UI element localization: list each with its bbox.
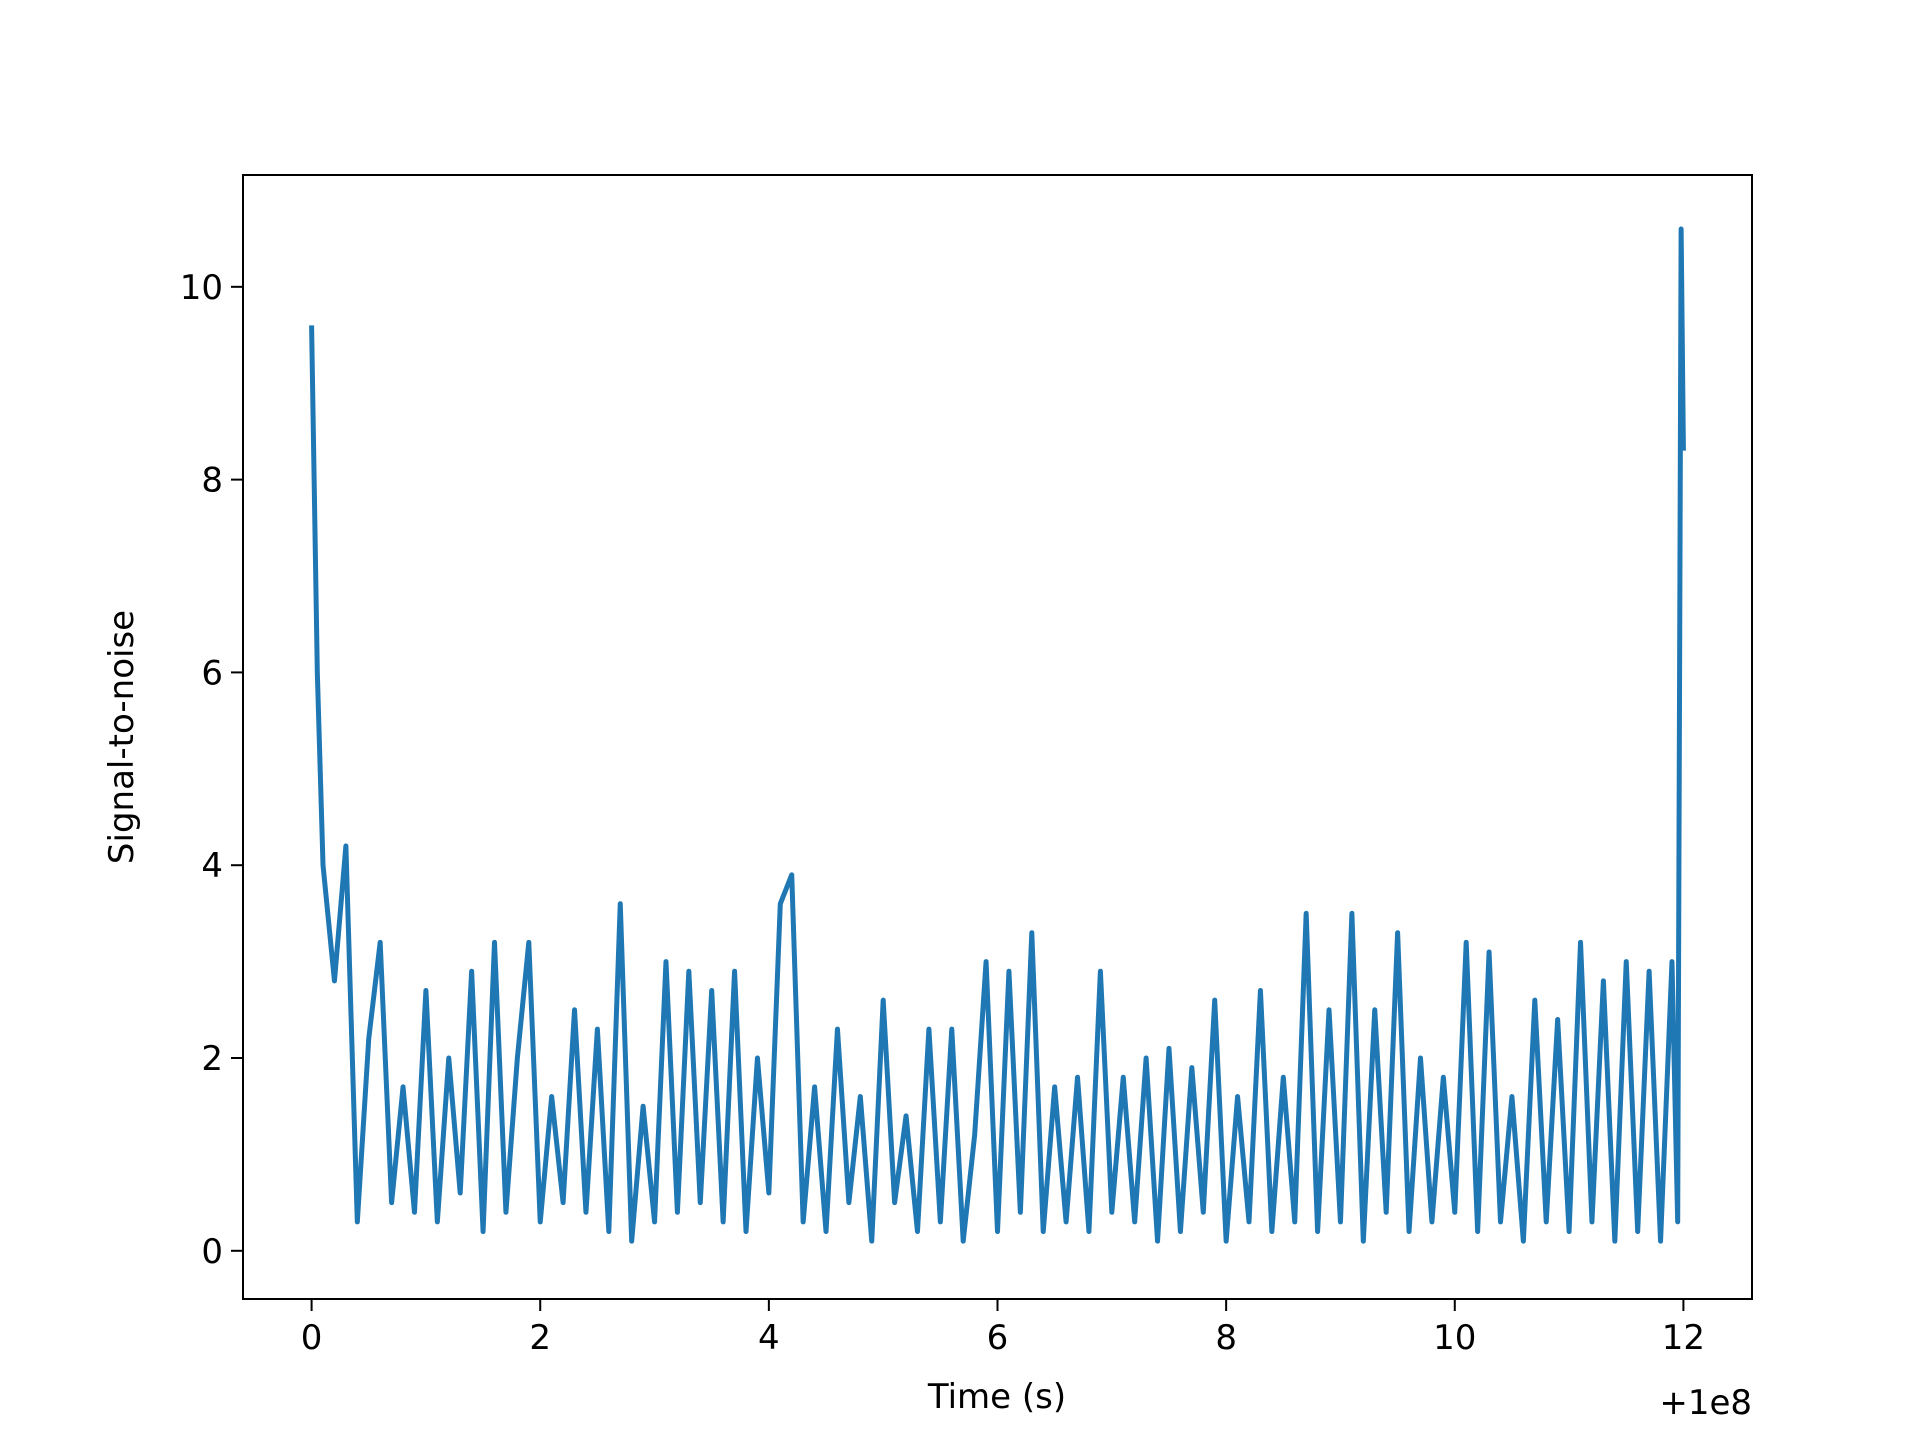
x-tick-label: 12: [1662, 1318, 1705, 1358]
y-tick-label: 6: [201, 653, 223, 693]
data-line: [309, 226, 1686, 1244]
y-tick-label: 2: [201, 1039, 223, 1079]
y-tick-label: 4: [201, 846, 223, 886]
plot-frame: [242, 174, 1753, 1300]
x-tick-label: 0: [301, 1318, 323, 1358]
x-tick-label: 2: [529, 1318, 551, 1358]
x-tick-label: 8: [1215, 1318, 1237, 1358]
y-axis-label: Signal-to-noise: [102, 610, 142, 864]
x-tick-label: 6: [987, 1318, 1009, 1358]
x-offset-text: +1e8: [1659, 1383, 1752, 1423]
y-tick-label: 0: [201, 1232, 223, 1272]
x-tick-label: 4: [758, 1318, 780, 1358]
y-tick-label: 8: [201, 461, 223, 501]
x-axis-label: Time (s): [927, 1377, 1066, 1417]
x-tick-label: 10: [1433, 1318, 1476, 1358]
y-tick-label: 10: [180, 268, 223, 308]
